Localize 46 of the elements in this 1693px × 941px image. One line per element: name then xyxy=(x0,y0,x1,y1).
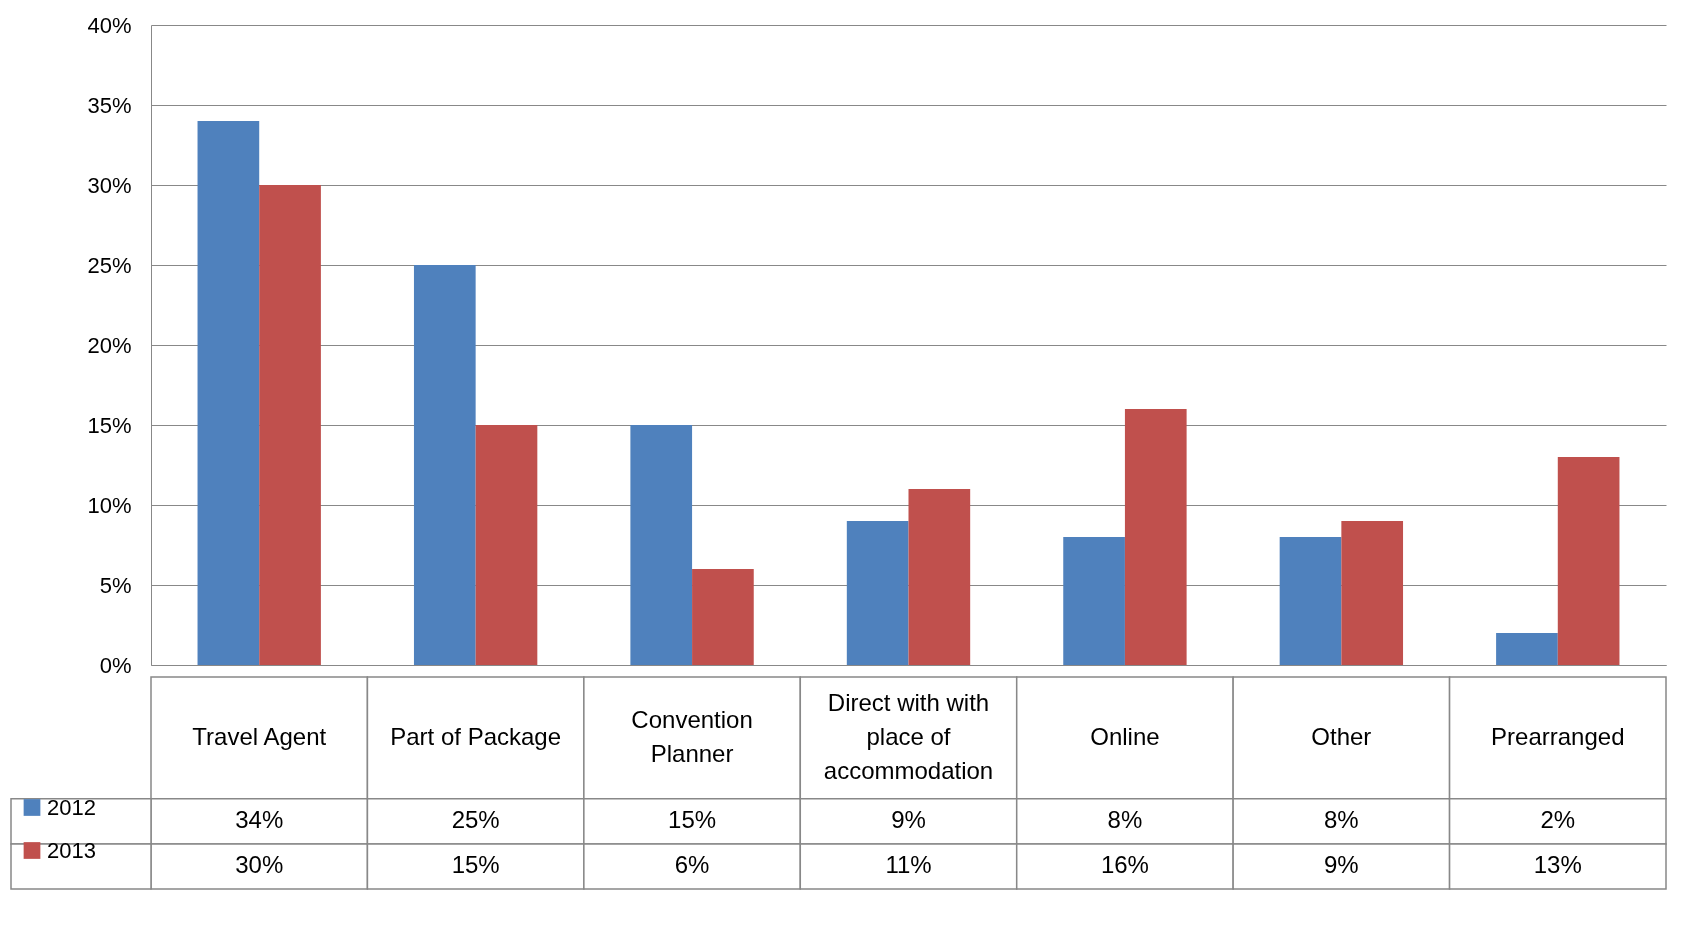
x-tick-label: Direct with with place of accommodation xyxy=(823,688,994,784)
data-label: 8% xyxy=(1107,806,1143,834)
bar xyxy=(413,265,476,665)
data-label: 11% xyxy=(885,851,932,879)
data-label: 34% xyxy=(235,806,284,834)
y-tick-label: 0% xyxy=(99,652,132,678)
bar xyxy=(630,425,693,665)
x-tick-label: Part of Package xyxy=(390,722,562,750)
x-tick-label: Convention Planner xyxy=(631,705,753,767)
bar xyxy=(1557,457,1620,665)
data-label: 15% xyxy=(668,806,717,834)
bar xyxy=(908,489,971,665)
bar xyxy=(1496,633,1558,665)
bar xyxy=(846,521,909,665)
y-tick-label: 35% xyxy=(87,92,132,118)
bar xyxy=(475,425,538,665)
x-tick-label: Online xyxy=(1090,722,1160,750)
x-tick-label: Other xyxy=(1311,722,1372,750)
data-label: 6% xyxy=(674,851,710,879)
bar xyxy=(1124,409,1187,665)
data-label: 9% xyxy=(1324,851,1359,879)
bar xyxy=(197,121,260,665)
y-tick-label: 40% xyxy=(87,12,132,38)
data-label: 2% xyxy=(1540,806,1576,834)
y-tick-label: 20% xyxy=(87,332,132,358)
data-label: 13% xyxy=(1533,851,1582,879)
bar xyxy=(692,569,754,665)
y-tick-label: 25% xyxy=(87,252,132,278)
data-label: 15% xyxy=(451,851,500,879)
legend-label: 2012 xyxy=(47,794,96,820)
x-tick-label: Travel Agent xyxy=(192,722,327,750)
data-label: 9% xyxy=(891,806,926,834)
bar xyxy=(1279,537,1342,665)
y-tick-label: 30% xyxy=(87,172,132,198)
data-label: 16% xyxy=(1100,851,1149,879)
bar xyxy=(1063,537,1125,665)
bar xyxy=(259,185,321,665)
legend-label: 2013 xyxy=(47,837,96,863)
data-label: 30% xyxy=(235,851,284,879)
y-tick-label: 5% xyxy=(99,572,132,598)
data-label: 25% xyxy=(451,806,500,834)
y-tick-label: 15% xyxy=(87,412,132,438)
bar xyxy=(1341,521,1404,665)
data-label: 8% xyxy=(1324,806,1359,834)
y-tick-label: 10% xyxy=(87,492,132,518)
x-tick-label: Prearranged xyxy=(1491,722,1625,750)
